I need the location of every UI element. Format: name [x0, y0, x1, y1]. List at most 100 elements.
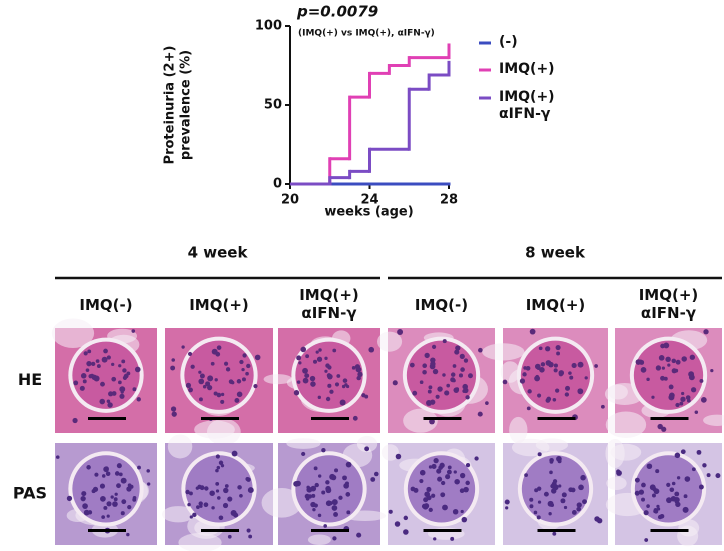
- nucleus: [555, 388, 560, 393]
- nucleus: [339, 399, 346, 406]
- nucleus: [215, 481, 220, 486]
- nucleus: [246, 363, 251, 369]
- tissue: [482, 343, 525, 361]
- legend-label: IMQ(+): [499, 61, 555, 77]
- nucleus: [196, 505, 200, 510]
- nucleus: [569, 375, 574, 380]
- nucleus: [171, 358, 176, 362]
- x-axis-label: weeks (age): [324, 205, 413, 220]
- nucleus: [634, 490, 640, 496]
- nucleus: [468, 373, 473, 379]
- nucleus: [526, 406, 531, 411]
- nucleus: [529, 497, 534, 502]
- nucleus: [675, 402, 680, 408]
- nucleus: [676, 476, 681, 480]
- legend-label: (-): [499, 34, 518, 50]
- nucleus: [655, 365, 662, 371]
- nucleus: [127, 483, 132, 488]
- nucleus: [310, 501, 316, 508]
- tissue: [263, 374, 293, 385]
- nucleus: [553, 368, 558, 373]
- nucleus: [302, 377, 309, 384]
- nucleus: [134, 366, 141, 373]
- nucleus: [114, 492, 118, 496]
- nucleus: [248, 534, 253, 539]
- nucleus: [345, 492, 351, 497]
- nucleus: [477, 411, 483, 417]
- micrograph: [482, 328, 608, 444]
- legend-label: IMQ(+) αIFN-γ: [499, 89, 555, 122]
- nucleus: [549, 457, 554, 463]
- nucleus: [329, 473, 336, 480]
- nucleus: [539, 367, 545, 373]
- nucleus: [216, 465, 221, 470]
- nucleus: [666, 482, 671, 487]
- nucleus: [658, 355, 665, 361]
- nucleus: [465, 462, 471, 468]
- nucleus: [329, 389, 334, 394]
- nucleus: [318, 474, 322, 478]
- nucleus: [146, 469, 150, 473]
- nucleus: [245, 476, 250, 482]
- nucleus: [403, 515, 409, 521]
- tissue: [377, 331, 403, 352]
- column-label: IMQ(+) αIFN-γ: [299, 286, 359, 322]
- nucleus: [118, 380, 122, 385]
- chart-title: p=0.0079: [296, 3, 378, 21]
- nucleus: [571, 510, 577, 515]
- nucleus: [325, 487, 332, 494]
- nucleus: [103, 505, 108, 510]
- nucleus: [430, 399, 436, 405]
- nucleus: [455, 345, 461, 351]
- nucleus: [560, 498, 566, 504]
- nucleus: [338, 495, 343, 500]
- nucleus: [211, 506, 215, 510]
- nucleus: [550, 503, 555, 508]
- group-label: 8 week: [525, 244, 586, 262]
- nucleus: [459, 488, 465, 494]
- nucleus: [300, 346, 307, 353]
- nucleus: [120, 477, 127, 484]
- nucleus: [192, 512, 197, 518]
- nucleus: [315, 350, 319, 354]
- nucleus: [502, 379, 508, 385]
- nucleus: [535, 374, 539, 379]
- nucleus: [356, 532, 362, 538]
- nucleus: [116, 463, 122, 469]
- nucleus: [545, 360, 552, 366]
- nucleus: [132, 387, 137, 392]
- nucleus: [558, 484, 562, 488]
- nucleus: [671, 358, 677, 364]
- nucleus: [220, 392, 225, 397]
- group-label: 4 week: [188, 244, 249, 262]
- nucleus: [206, 385, 213, 391]
- nucleus: [431, 463, 437, 469]
- nucleus: [245, 371, 249, 376]
- nucleus: [655, 469, 660, 474]
- nucleus: [95, 359, 100, 363]
- nucleus: [424, 491, 431, 498]
- nucleus: [231, 450, 238, 457]
- nucleus: [409, 362, 415, 368]
- nucleus: [436, 468, 442, 474]
- nucleus: [395, 453, 402, 460]
- nucleus: [656, 507, 661, 511]
- nucleus: [309, 375, 316, 382]
- nucleus: [106, 501, 112, 507]
- nucleus: [215, 454, 220, 459]
- nucleus: [312, 507, 316, 512]
- nucleus: [447, 465, 452, 470]
- nucleus: [342, 378, 348, 383]
- nucleus: [223, 487, 229, 494]
- nucleus: [80, 496, 86, 502]
- nucleus: [310, 381, 316, 387]
- nucleus: [529, 504, 534, 509]
- scale-bar: [201, 529, 239, 532]
- tissue: [610, 443, 642, 461]
- micrograph: [165, 328, 273, 446]
- nucleus: [656, 504, 660, 509]
- nucleus: [66, 495, 73, 502]
- micrograph: [605, 438, 722, 547]
- nucleus: [555, 344, 561, 351]
- nucleus: [698, 484, 704, 490]
